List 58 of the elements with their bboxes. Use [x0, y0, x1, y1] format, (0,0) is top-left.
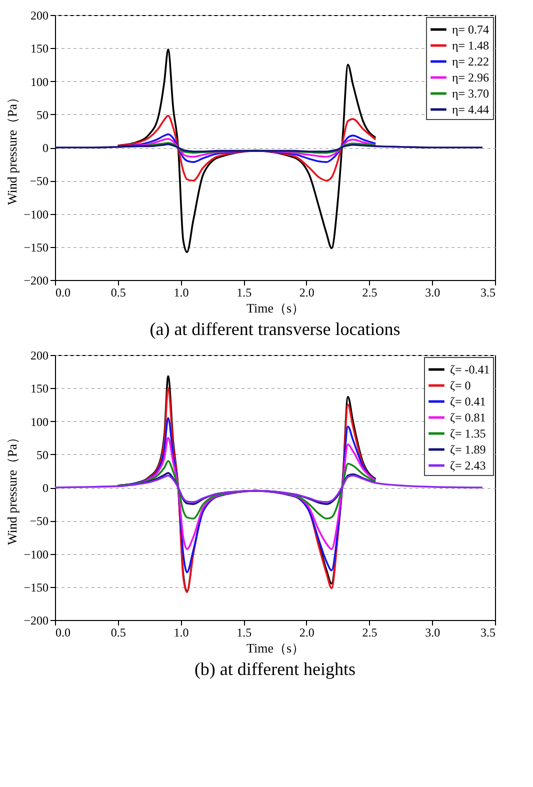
x-tick-label: 2.0: [299, 286, 314, 300]
legend-label: η= 1.48: [452, 38, 490, 52]
x-tick-label: 1.0: [174, 286, 189, 300]
x-axis-title: Time（s）: [246, 640, 305, 656]
x-tick-label: 1.0: [174, 626, 189, 640]
y-tick-label: 150: [30, 42, 48, 56]
y-tick-label: −150: [24, 580, 48, 594]
x-axis-title: Time（s）: [246, 300, 305, 316]
legend-label: ζ= 1.89: [450, 442, 486, 456]
y-tick-label: −200: [24, 274, 48, 288]
line-series: [116, 460, 376, 520]
x-tick-label: 0.5: [110, 286, 126, 300]
x-tick-label: 2.5: [362, 626, 378, 640]
legend-label: η= 2.22: [452, 54, 490, 68]
y-tick-label: 50: [36, 448, 48, 462]
x-tick-label: 3.5: [480, 286, 496, 300]
y-tick-label: 200: [30, 8, 48, 22]
x-tick-label: 2.0: [299, 626, 314, 640]
legend-label: ζ= 0: [450, 378, 471, 392]
y-tick-label: 0: [42, 141, 48, 155]
line-series: [116, 114, 376, 182]
y-tick-label: 150: [30, 382, 48, 396]
line-series: [116, 133, 376, 163]
legend-label: η= 2.96: [452, 70, 490, 84]
legend-label: η= 4.44: [452, 102, 490, 116]
y-tick-label: −150: [24, 240, 48, 254]
y-tick-label: 100: [30, 414, 48, 429]
line-series: [54, 474, 484, 503]
y-tick-label: 50: [36, 108, 48, 122]
legend-label: ζ= 0.81: [450, 410, 486, 424]
x-tick-label: 2.5: [362, 286, 378, 300]
x-tick-label: 3.0: [425, 286, 440, 300]
legend-label: η= 0.74: [452, 22, 490, 36]
x-tick-label: 0.0: [56, 626, 70, 640]
legend-label: ζ= 1.35: [450, 426, 486, 440]
legend-label: ζ= 0.41: [450, 394, 486, 408]
x-tick-label: 0.5: [110, 626, 126, 640]
x-tick-label: 1.5: [236, 286, 252, 300]
line-series: [54, 143, 484, 152]
x-tick-label: 0.0: [56, 286, 70, 300]
y-tick-label: 0: [42, 481, 48, 495]
legend-label: η= 3.70: [452, 86, 490, 100]
y-tick-label: −100: [24, 547, 48, 562]
y-tick-label: 200: [30, 348, 48, 362]
y-tick-label: −50: [30, 514, 48, 528]
y-tick-label: −50: [30, 174, 48, 188]
y-axis-title: Wind pressure（Pa）: [4, 91, 20, 205]
y-axis-title: Wind pressure（Pa）: [4, 431, 20, 545]
x-tick-label: 3.5: [480, 626, 496, 640]
text: (b) at different heights: [194, 659, 356, 679]
legend-label: ζ= -0.41: [450, 362, 490, 376]
y-tick-label: −200: [24, 614, 48, 628]
legend-label: ζ= 2.43: [450, 458, 486, 472]
x-tick-label: 3.0: [425, 626, 440, 640]
y-tick-label: −100: [24, 207, 48, 222]
x-tick-label: 1.5: [236, 626, 252, 640]
text: (a) at different transverse locations: [150, 319, 400, 339]
y-tick-label: 100: [30, 74, 48, 89]
